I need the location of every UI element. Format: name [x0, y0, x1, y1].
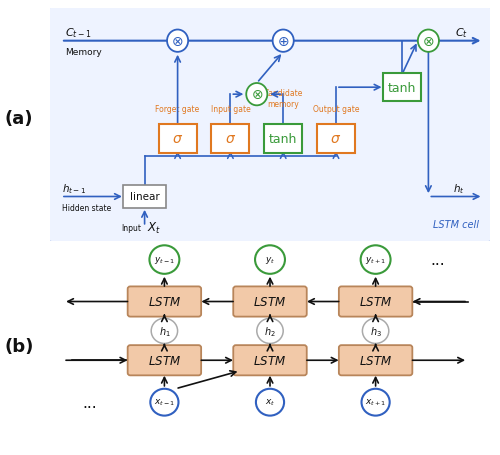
Text: Input gate: Input gate [210, 105, 250, 114]
Text: Hidden state: Hidden state [62, 203, 112, 212]
Text: linear: linear [130, 192, 160, 202]
FancyBboxPatch shape [128, 287, 201, 317]
Text: $LSTM$: $LSTM$ [254, 295, 286, 308]
Text: $h_1$: $h_1$ [158, 324, 170, 338]
Text: $h_2$: $h_2$ [264, 324, 276, 338]
Text: $h_{t-1}$: $h_{t-1}$ [62, 182, 86, 195]
Text: Output gate: Output gate [313, 105, 359, 114]
Text: $h_t$: $h_t$ [452, 182, 464, 195]
Text: $\sigma$: $\sigma$ [172, 132, 183, 146]
Text: Memory: Memory [66, 48, 102, 56]
Text: $\otimes$: $\otimes$ [172, 35, 184, 49]
FancyBboxPatch shape [212, 125, 250, 153]
Text: $y_t$: $y_t$ [265, 254, 275, 265]
FancyBboxPatch shape [234, 345, 306, 375]
Text: tanh: tanh [269, 132, 298, 146]
Text: $LSTM$: $LSTM$ [359, 354, 392, 367]
FancyBboxPatch shape [264, 125, 302, 153]
Text: $X_t$: $X_t$ [147, 220, 162, 235]
Text: $x_{t+1}$: $x_{t+1}$ [365, 397, 386, 408]
Text: $\otimes$: $\otimes$ [250, 88, 263, 102]
Text: $x_{t-1}$: $x_{t-1}$ [154, 397, 175, 408]
FancyBboxPatch shape [128, 345, 201, 375]
Text: $LSTM$: $LSTM$ [148, 295, 181, 308]
Circle shape [362, 389, 390, 416]
Text: (a): (a) [5, 109, 34, 127]
Text: ...: ... [430, 253, 444, 268]
FancyBboxPatch shape [383, 74, 421, 102]
FancyBboxPatch shape [339, 345, 412, 375]
Text: $\otimes$: $\otimes$ [422, 35, 434, 49]
FancyBboxPatch shape [158, 125, 196, 153]
FancyBboxPatch shape [44, 8, 496, 243]
Text: $LSTM$: $LSTM$ [359, 295, 392, 308]
Text: $LSTM$: $LSTM$ [148, 354, 181, 367]
Circle shape [150, 389, 178, 416]
Text: Input: Input [122, 224, 142, 233]
Text: $y_{t+1}$: $y_{t+1}$ [365, 254, 386, 265]
Circle shape [150, 246, 180, 274]
Text: $C_t$: $C_t$ [455, 26, 468, 40]
FancyBboxPatch shape [234, 287, 306, 317]
FancyBboxPatch shape [317, 125, 355, 153]
FancyBboxPatch shape [124, 185, 166, 209]
Text: Candidate
memory: Candidate memory [264, 89, 303, 109]
Circle shape [272, 30, 294, 53]
Circle shape [167, 30, 188, 53]
Circle shape [362, 318, 389, 344]
Circle shape [246, 84, 268, 106]
Text: Forget gate: Forget gate [156, 105, 200, 114]
Text: LSTM cell: LSTM cell [433, 220, 479, 229]
Text: (b): (b) [5, 337, 34, 355]
Text: tanh: tanh [388, 81, 416, 95]
Circle shape [256, 389, 284, 416]
Circle shape [255, 246, 285, 274]
Text: $C_{t-1}$: $C_{t-1}$ [66, 26, 92, 40]
Text: $\sigma$: $\sigma$ [225, 132, 236, 146]
FancyBboxPatch shape [339, 287, 412, 317]
Circle shape [257, 318, 283, 344]
Text: ...: ... [82, 395, 97, 410]
Text: $\oplus$: $\oplus$ [277, 35, 289, 49]
Text: $LSTM$: $LSTM$ [254, 354, 286, 367]
Circle shape [360, 246, 390, 274]
Text: $\sigma$: $\sigma$ [330, 132, 342, 146]
Text: $y_{t-1}$: $y_{t-1}$ [154, 254, 175, 265]
Circle shape [418, 30, 439, 53]
Circle shape [151, 318, 178, 344]
Text: $h_3$: $h_3$ [370, 324, 382, 338]
Text: $x_t$: $x_t$ [265, 397, 275, 408]
